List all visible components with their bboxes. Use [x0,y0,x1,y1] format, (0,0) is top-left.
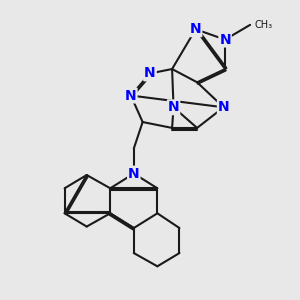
Text: N: N [168,100,179,114]
Text: N: N [144,66,156,80]
Text: CH₃: CH₃ [254,20,273,30]
Text: N: N [218,100,230,114]
Text: N: N [125,88,137,103]
Text: N: N [190,22,202,36]
Text: N: N [128,167,140,181]
Text: N: N [219,33,231,46]
